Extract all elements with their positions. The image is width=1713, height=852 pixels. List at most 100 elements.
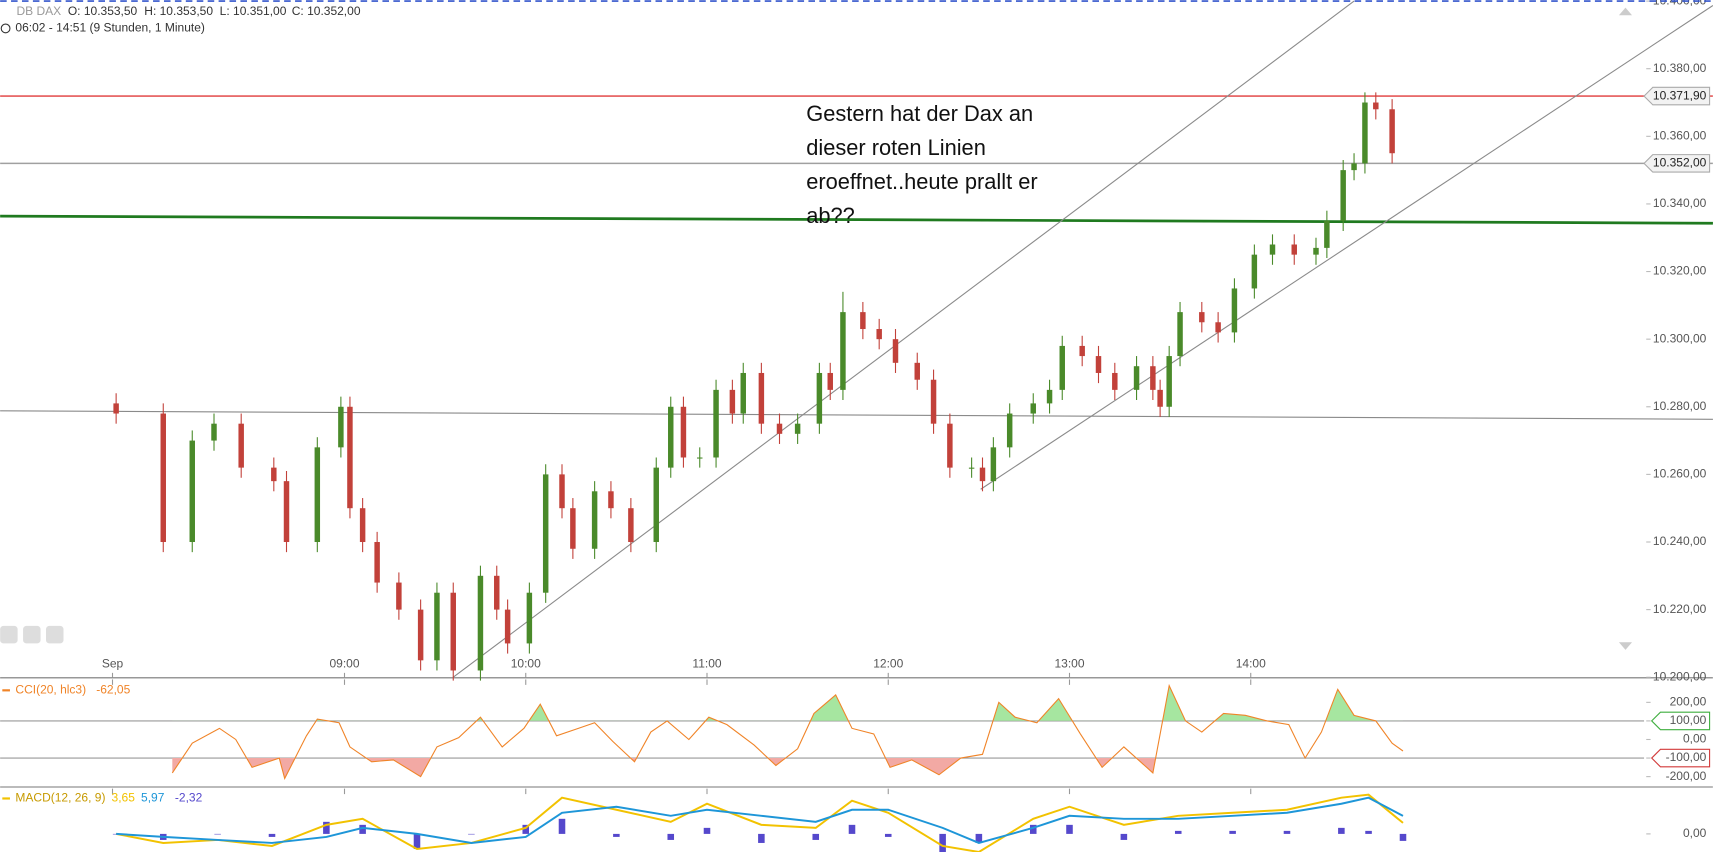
tool-button[interactable] bbox=[0, 625, 18, 644]
histogram-bar bbox=[975, 833, 983, 843]
histogram-bar bbox=[268, 833, 276, 837]
candle-body bbox=[827, 372, 833, 390]
histogram-bar bbox=[1365, 830, 1372, 834]
candle-body bbox=[1373, 102, 1379, 110]
candle-body bbox=[990, 447, 997, 482]
candle-body bbox=[840, 312, 846, 390]
candle-body bbox=[729, 389, 736, 414]
clock-icon bbox=[0, 23, 11, 34]
histogram-bar bbox=[1029, 824, 1037, 834]
candle-body bbox=[374, 542, 380, 583]
candle-body bbox=[1231, 288, 1238, 333]
histogram-bar bbox=[1338, 827, 1345, 834]
candle-body bbox=[417, 609, 424, 661]
candle-body bbox=[1177, 312, 1183, 357]
histogram-bar bbox=[703, 827, 711, 834]
candle-body bbox=[1215, 322, 1221, 333]
candle-body bbox=[816, 372, 823, 424]
histogram-bar bbox=[323, 821, 330, 834]
series-value: 3,65 bbox=[112, 791, 136, 805]
y-tick-label: 10.280,00 bbox=[1653, 399, 1707, 413]
candle-body bbox=[1324, 220, 1330, 248]
candle-body bbox=[283, 481, 290, 543]
candle-body bbox=[1059, 345, 1065, 390]
y-tick-label: 100,00 bbox=[1670, 713, 1707, 727]
candle-body bbox=[794, 423, 801, 434]
scroll-icon[interactable] bbox=[1618, 7, 1633, 16]
time-range: 06:02 - 14:51 (9 Stunden, 1 Minute) bbox=[15, 21, 204, 35]
candle-body bbox=[680, 406, 687, 458]
x-tick-label: Sep bbox=[102, 656, 124, 670]
series-value: -2,32 bbox=[175, 791, 203, 805]
candle-body bbox=[1389, 109, 1395, 154]
y-tick-label: 10.380,00 bbox=[1653, 61, 1707, 75]
candle-body bbox=[979, 467, 986, 482]
candle-body bbox=[668, 406, 674, 468]
histogram-bar bbox=[884, 833, 892, 837]
candle-body bbox=[1112, 372, 1118, 390]
histogram-bar bbox=[413, 833, 421, 849]
scroll-icon[interactable] bbox=[1618, 642, 1633, 650]
candle-body bbox=[876, 329, 882, 340]
indicator-line bbox=[171, 683, 1404, 780]
candle-body bbox=[238, 423, 244, 468]
candle-body bbox=[1095, 356, 1102, 373]
candle-body bbox=[160, 413, 166, 543]
trend-line bbox=[0, 214, 1713, 225]
candle-body bbox=[713, 389, 719, 458]
candle-body bbox=[1030, 403, 1036, 414]
candle-body bbox=[1133, 366, 1140, 390]
series-value: 5,97 bbox=[141, 791, 165, 805]
x-tick-label: 12:00 bbox=[873, 656, 903, 670]
macd-line bbox=[116, 796, 1404, 844]
candle-body bbox=[211, 423, 217, 441]
candle-body bbox=[591, 491, 598, 549]
candle-body bbox=[1166, 356, 1172, 407]
y-tick-label: 0,00 bbox=[1683, 826, 1707, 840]
candle-body bbox=[1079, 345, 1085, 357]
y-tick-label: 200,00 bbox=[1670, 695, 1707, 709]
candle-body bbox=[1340, 170, 1346, 221]
candle-body bbox=[1351, 163, 1357, 171]
x-tick-label: 11:00 bbox=[692, 656, 721, 670]
toolbar[interactable] bbox=[0, 625, 64, 644]
y-tick-label: 0,00 bbox=[1683, 732, 1707, 746]
annotation: dieser roten Linien bbox=[806, 135, 986, 160]
histogram-bar bbox=[1066, 824, 1073, 834]
panel-title: MACD(12, 26, 9) bbox=[15, 791, 105, 805]
price-label-box bbox=[1643, 86, 1711, 106]
x-tick-label: 10:00 bbox=[511, 656, 541, 670]
ohlc-high: H: 10.353,50 bbox=[144, 4, 213, 18]
panel-title: CCI(20, hlc3) bbox=[15, 683, 86, 697]
candle-body bbox=[914, 362, 920, 380]
histogram-bar bbox=[522, 824, 530, 834]
ohlc-close: C: 10.352,00 bbox=[292, 4, 361, 18]
histogram-bar bbox=[1399, 833, 1407, 841]
candle-body bbox=[1269, 244, 1276, 255]
histogram-bar bbox=[613, 833, 620, 837]
candle-body bbox=[559, 474, 565, 509]
candle-body bbox=[434, 592, 440, 661]
trend-line bbox=[980, 5, 1713, 490]
tool-button[interactable] bbox=[23, 625, 41, 644]
price-label-box bbox=[1643, 154, 1711, 173]
y-tick-label: 10.220,00 bbox=[1653, 602, 1707, 616]
symbol: DB DAX bbox=[17, 4, 62, 18]
y-tick-label: 10.200,00 bbox=[1653, 669, 1707, 683]
candle-body bbox=[1157, 389, 1163, 407]
level-label-box bbox=[1650, 748, 1711, 768]
tool-button[interactable] bbox=[46, 625, 64, 644]
macd-line bbox=[115, 793, 1404, 852]
trend-line bbox=[452, 0, 1355, 678]
x-tick-label: 13:00 bbox=[1054, 656, 1084, 670]
y-tick-label: 10.320,00 bbox=[1653, 264, 1707, 278]
candle-body bbox=[628, 508, 634, 543]
candle-body bbox=[1150, 366, 1156, 390]
x-tick-label: 09:00 bbox=[329, 656, 359, 670]
candle-body bbox=[968, 467, 975, 469]
candle-body bbox=[947, 423, 953, 468]
price-plot: 10.371,90 10.352,00 bbox=[0, 0, 1713, 681]
candle-body bbox=[113, 403, 119, 414]
